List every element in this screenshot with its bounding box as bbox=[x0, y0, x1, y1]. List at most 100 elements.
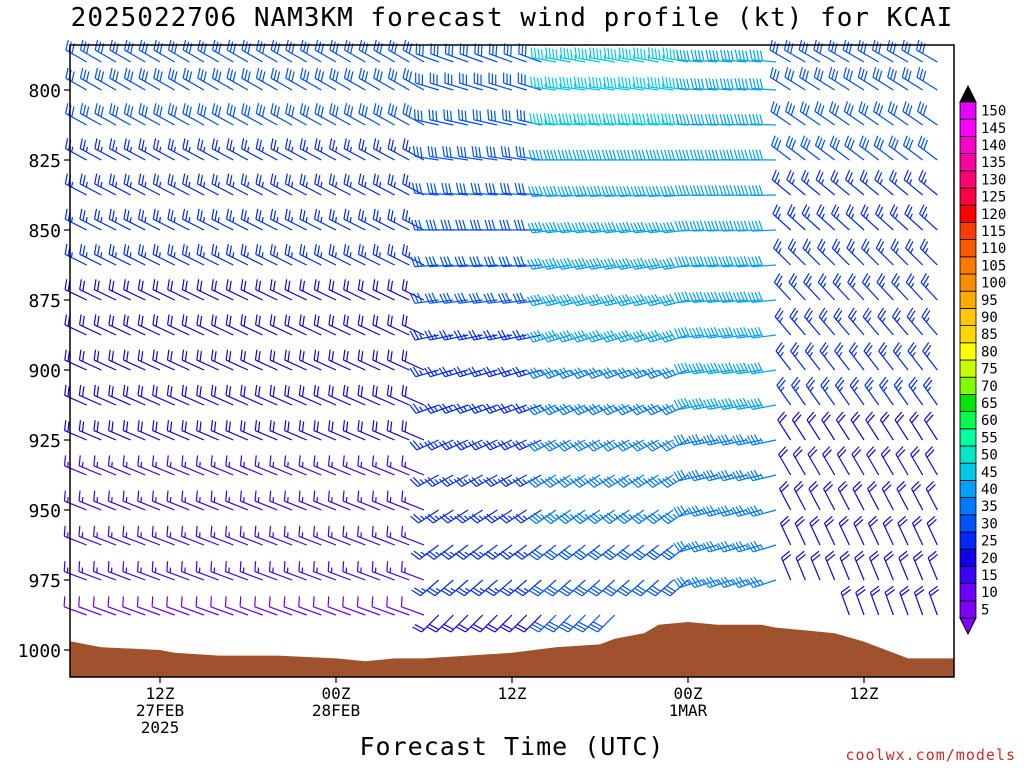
wind-barb bbox=[799, 101, 821, 126]
barb-feather bbox=[316, 351, 320, 362]
barb-feather bbox=[694, 540, 702, 551]
barb-feather bbox=[896, 481, 905, 490]
barb-feather bbox=[666, 585, 676, 592]
barb-feather bbox=[574, 47, 577, 58]
wind-barb bbox=[254, 596, 278, 616]
barb-feather bbox=[317, 245, 320, 257]
barb-shaft bbox=[567, 614, 586, 633]
wind-barb bbox=[225, 279, 249, 301]
barb-feather bbox=[787, 238, 794, 249]
barb-feather bbox=[138, 67, 143, 79]
barb-feather bbox=[524, 45, 527, 57]
barb-feather bbox=[577, 77, 581, 88]
barb-feather bbox=[625, 257, 632, 268]
barb-feather bbox=[693, 149, 698, 160]
barb-feather bbox=[328, 173, 332, 184]
source-credit[interactable]: coolwx.com/models bbox=[845, 746, 1016, 764]
barb-half-feather bbox=[521, 370, 526, 376]
wind-barb bbox=[474, 43, 498, 63]
barb-feather bbox=[228, 280, 232, 292]
barb-feather bbox=[489, 146, 493, 158]
barb-shaft bbox=[418, 509, 439, 524]
barb-feather bbox=[257, 421, 261, 433]
barb-feather bbox=[666, 185, 672, 197]
barb-shaft bbox=[328, 535, 351, 546]
barb-shaft bbox=[891, 281, 909, 301]
barb-feather bbox=[512, 293, 519, 304]
barb-feather bbox=[735, 577, 743, 587]
wind-barb bbox=[733, 256, 762, 268]
wind-barb bbox=[122, 490, 146, 511]
wind-barb bbox=[601, 185, 630, 197]
barb-feather bbox=[881, 481, 891, 490]
barb-half-feather bbox=[850, 213, 855, 219]
barb-feather bbox=[785, 135, 791, 146]
barb-half-feather bbox=[554, 406, 559, 411]
barb-feather bbox=[283, 596, 286, 607]
barb-shaft bbox=[916, 49, 938, 63]
barb-feather bbox=[182, 103, 186, 114]
wind-barb bbox=[688, 291, 718, 304]
barb-feather bbox=[497, 404, 505, 414]
barb-half-feather bbox=[477, 406, 482, 412]
barb-feather bbox=[144, 106, 148, 117]
wind-barb bbox=[890, 238, 909, 266]
barb-feather bbox=[600, 479, 610, 488]
barb-shaft bbox=[634, 122, 659, 126]
barb-feather bbox=[618, 368, 626, 378]
barb-feather bbox=[855, 553, 865, 562]
wind-barb bbox=[484, 544, 513, 560]
barb-half-feather bbox=[661, 83, 665, 89]
wind-barb bbox=[928, 585, 940, 616]
barb-shaft bbox=[358, 289, 381, 301]
wind-barb bbox=[600, 221, 630, 234]
barb-shaft bbox=[576, 229, 601, 234]
barb-feather bbox=[543, 149, 548, 161]
barb-feather bbox=[181, 314, 185, 325]
barb-half-feather bbox=[909, 213, 913, 219]
barb-feather bbox=[82, 41, 87, 52]
barb-shaft bbox=[665, 369, 689, 380]
barb-feather bbox=[182, 173, 186, 184]
barb-feather bbox=[152, 173, 156, 184]
barb-half-feather bbox=[261, 217, 264, 223]
wind-barb bbox=[63, 490, 87, 511]
barb-half-feather bbox=[777, 179, 781, 185]
barb-feather bbox=[606, 476, 616, 485]
wind-barb bbox=[556, 221, 586, 234]
barb-feather bbox=[361, 104, 365, 116]
barb-feather bbox=[877, 206, 884, 217]
barb-feather bbox=[658, 369, 667, 379]
barb-half-feather bbox=[588, 55, 591, 61]
barb-feather bbox=[446, 110, 449, 121]
barb-half-feather bbox=[793, 282, 797, 288]
wind-barb bbox=[647, 47, 674, 63]
barb-feather bbox=[402, 173, 406, 184]
wind-barb bbox=[916, 67, 938, 91]
wind-barb bbox=[138, 208, 161, 231]
barb-half-feather bbox=[809, 386, 814, 392]
barb-feather bbox=[575, 587, 585, 595]
wind-barb bbox=[645, 185, 674, 197]
wind-barb bbox=[136, 561, 161, 581]
barb-feather bbox=[714, 220, 720, 231]
colorbar-label: 20 bbox=[981, 551, 998, 567]
barb-feather bbox=[617, 76, 621, 88]
barb-shaft bbox=[152, 465, 175, 476]
barb-shaft bbox=[863, 350, 880, 371]
barb-half-feather bbox=[435, 587, 441, 592]
wind-barb bbox=[828, 67, 850, 91]
barb-feather bbox=[674, 256, 680, 267]
barb-feather bbox=[908, 139, 914, 150]
wind-barb bbox=[94, 103, 117, 126]
wind-barb bbox=[617, 113, 645, 126]
wind-barb bbox=[241, 103, 263, 126]
barb-half-feather bbox=[276, 146, 279, 153]
barb-feather bbox=[269, 420, 272, 431]
barb-feather bbox=[659, 516, 669, 525]
barb-feather bbox=[96, 386, 100, 397]
wind-barb bbox=[226, 103, 249, 126]
barb-feather bbox=[650, 331, 658, 341]
barb-feather bbox=[210, 525, 213, 537]
barb-feather bbox=[910, 379, 918, 389]
